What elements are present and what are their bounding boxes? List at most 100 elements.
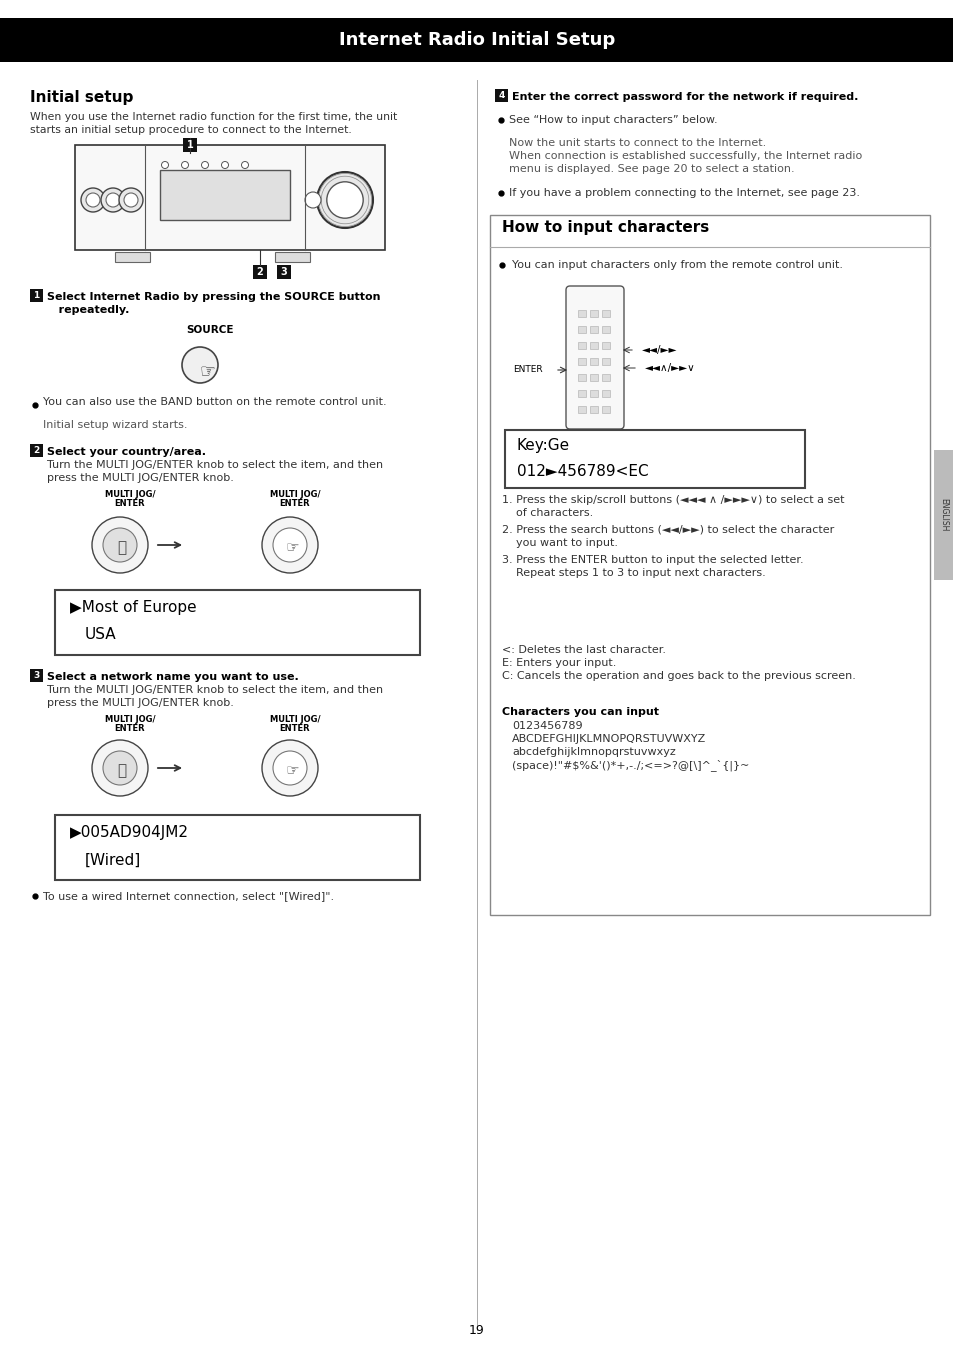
Text: MULTI JOG/: MULTI JOG/: [270, 716, 320, 725]
Text: SOURCE: SOURCE: [186, 325, 233, 335]
Text: repeatedly.: repeatedly.: [47, 305, 130, 315]
Text: To use a wired Internet connection, select "[Wired]".: To use a wired Internet connection, sele…: [43, 891, 334, 900]
Text: Key:Ge: Key:Ge: [517, 439, 570, 454]
Text: 3: 3: [33, 671, 40, 680]
Bar: [589, 374, 598, 381]
Text: ENTER: ENTER: [279, 500, 310, 509]
Text: Turn the MULTI JOG/ENTER knob to select the item, and then: Turn the MULTI JOG/ENTER knob to select …: [47, 684, 383, 695]
Circle shape: [262, 517, 317, 572]
Circle shape: [106, 193, 120, 207]
Circle shape: [91, 517, 148, 572]
Text: C: Cancels the operation and goes back to the previous screen.: C: Cancels the operation and goes back t…: [501, 671, 855, 680]
Text: Characters you can input: Characters you can input: [501, 707, 659, 717]
Text: menu is displayed. See page 20 to select a station.: menu is displayed. See page 20 to select…: [509, 163, 794, 174]
FancyBboxPatch shape: [504, 431, 804, 487]
Bar: [578, 406, 585, 413]
Text: Initial setup: Initial setup: [30, 90, 133, 105]
Circle shape: [273, 528, 307, 562]
Text: 0123456789: 0123456789: [512, 721, 582, 730]
Text: 2. Press the search buttons (◄◄/►►) to select the character: 2. Press the search buttons (◄◄/►►) to s…: [501, 525, 833, 535]
Text: ABCDEFGHIJKLMNOPQRSTUVWXYZ: ABCDEFGHIJKLMNOPQRSTUVWXYZ: [512, 734, 705, 744]
Text: E: Enters your input.: E: Enters your input.: [501, 657, 616, 668]
Circle shape: [182, 347, 218, 383]
Text: ▶005AD904JM2: ▶005AD904JM2: [70, 825, 189, 841]
Text: 2: 2: [33, 447, 40, 455]
Circle shape: [103, 751, 137, 784]
Text: Select Internet Radio by pressing the SOURCE button: Select Internet Radio by pressing the SO…: [47, 292, 380, 302]
Text: USA: USA: [85, 628, 116, 643]
Text: How to input characters: How to input characters: [501, 220, 708, 235]
Text: Internet Radio Initial Setup: Internet Radio Initial Setup: [338, 31, 615, 49]
Text: ◄◄/►►: ◄◄/►►: [641, 346, 677, 355]
Text: ENTER: ENTER: [114, 725, 145, 733]
Bar: [601, 342, 609, 350]
Text: 19: 19: [469, 1323, 484, 1336]
Bar: [30, 444, 43, 458]
Bar: [601, 390, 609, 397]
Text: 4: 4: [497, 92, 504, 100]
Bar: [589, 342, 598, 350]
Circle shape: [327, 182, 363, 219]
Text: press the MULTI JOG/ENTER knob.: press the MULTI JOG/ENTER knob.: [47, 698, 233, 707]
Bar: [253, 265, 267, 279]
Text: You can also use the BAND button on the remote control unit.: You can also use the BAND button on the …: [43, 397, 386, 406]
FancyBboxPatch shape: [55, 815, 419, 880]
Text: Select your country/area.: Select your country/area.: [47, 447, 206, 458]
Circle shape: [316, 171, 373, 228]
Bar: [578, 358, 585, 364]
Text: ▶Most of Europe: ▶Most of Europe: [70, 601, 196, 616]
Text: you want to input.: you want to input.: [501, 539, 618, 548]
Text: ✋: ✋: [117, 540, 127, 555]
Bar: [578, 325, 585, 333]
Circle shape: [101, 188, 125, 212]
Circle shape: [81, 188, 105, 212]
Text: ENGLISH: ENGLISH: [939, 498, 947, 532]
Bar: [589, 310, 598, 317]
Text: ENTER: ENTER: [513, 366, 542, 374]
Text: Select a network name you want to use.: Select a network name you want to use.: [47, 672, 298, 682]
Circle shape: [124, 193, 138, 207]
Bar: [601, 406, 609, 413]
Bar: [933, 450, 953, 580]
Text: 2: 2: [256, 267, 263, 277]
Text: ☞: ☞: [200, 362, 215, 379]
Bar: [183, 138, 196, 153]
Circle shape: [262, 740, 317, 796]
Bar: [601, 374, 609, 381]
Circle shape: [305, 192, 320, 208]
Text: 1. Press the skip/scroll buttons (◄◄◄ ∧ /►►►∨) to select a set: 1. Press the skip/scroll buttons (◄◄◄ ∧ …: [501, 495, 843, 505]
Text: ☞: ☞: [285, 540, 298, 555]
Bar: [578, 390, 585, 397]
Bar: [589, 358, 598, 364]
Text: MULTI JOG/: MULTI JOG/: [105, 716, 155, 725]
Text: Repeat steps 1 to 3 to input next characters.: Repeat steps 1 to 3 to input next charac…: [501, 568, 765, 578]
Text: Turn the MULTI JOG/ENTER knob to select the item, and then: Turn the MULTI JOG/ENTER knob to select …: [47, 460, 383, 470]
Text: ☞: ☞: [285, 764, 298, 779]
Bar: [578, 374, 585, 381]
Circle shape: [91, 740, 148, 796]
Text: of characters.: of characters.: [501, 508, 593, 518]
Bar: [490, 215, 929, 915]
Bar: [601, 358, 609, 364]
Bar: [75, 144, 385, 250]
Text: (space)!"#$%&'()*+,-./;<=>?@[\]^_`{|}~: (space)!"#$%&'()*+,-./;<=>?@[\]^_`{|}~: [512, 759, 749, 771]
Text: MULTI JOG/: MULTI JOG/: [270, 490, 320, 500]
Bar: [589, 325, 598, 333]
Bar: [589, 390, 598, 397]
Text: abcdefghijklmnopqrstuvwxyz: abcdefghijklmnopqrstuvwxyz: [512, 747, 675, 757]
Bar: [601, 310, 609, 317]
Bar: [0, 18, 953, 62]
Text: starts an initial setup procedure to connect to the Internet.: starts an initial setup procedure to con…: [30, 126, 352, 135]
Text: ENTER: ENTER: [279, 725, 310, 733]
Circle shape: [273, 751, 307, 784]
Circle shape: [221, 162, 229, 169]
Bar: [601, 325, 609, 333]
Bar: [160, 170, 290, 220]
Bar: [589, 406, 598, 413]
Circle shape: [181, 162, 189, 169]
Circle shape: [161, 162, 169, 169]
Text: Initial setup wizard starts.: Initial setup wizard starts.: [43, 420, 188, 431]
Text: 012►456789<EC: 012►456789<EC: [517, 464, 648, 479]
Circle shape: [241, 162, 248, 169]
Text: When you use the Internet radio function for the first time, the unit: When you use the Internet radio function…: [30, 112, 396, 122]
